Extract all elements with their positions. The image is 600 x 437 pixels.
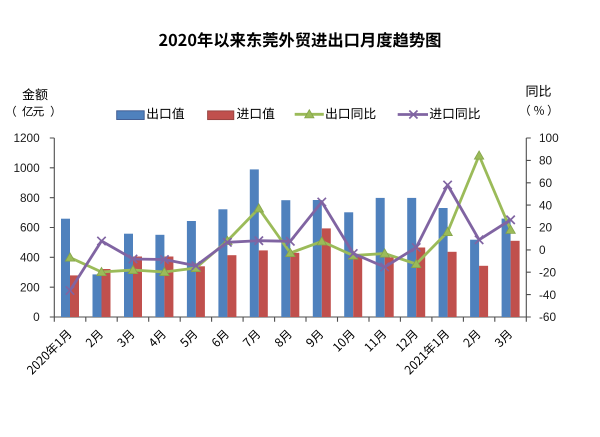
svg-text:1200: 1200 — [13, 131, 40, 145]
svg-text:20: 20 — [539, 221, 553, 235]
svg-text:-60: -60 — [539, 310, 556, 324]
svg-text:600: 600 — [20, 221, 40, 235]
svg-text:60: 60 — [539, 176, 553, 190]
svg-text:1000: 1000 — [13, 161, 40, 175]
svg-text:800: 800 — [20, 191, 40, 205]
svg-text:0: 0 — [33, 310, 40, 324]
svg-text:-40: -40 — [539, 288, 556, 302]
svg-text:100: 100 — [539, 131, 559, 145]
svg-text:-20: -20 — [539, 265, 556, 279]
svg-text:40: 40 — [539, 198, 553, 212]
svg-text:80: 80 — [539, 154, 553, 168]
svg-text:200: 200 — [20, 280, 40, 294]
svg-text:400: 400 — [20, 251, 40, 265]
svg-text:0: 0 — [539, 243, 546, 257]
